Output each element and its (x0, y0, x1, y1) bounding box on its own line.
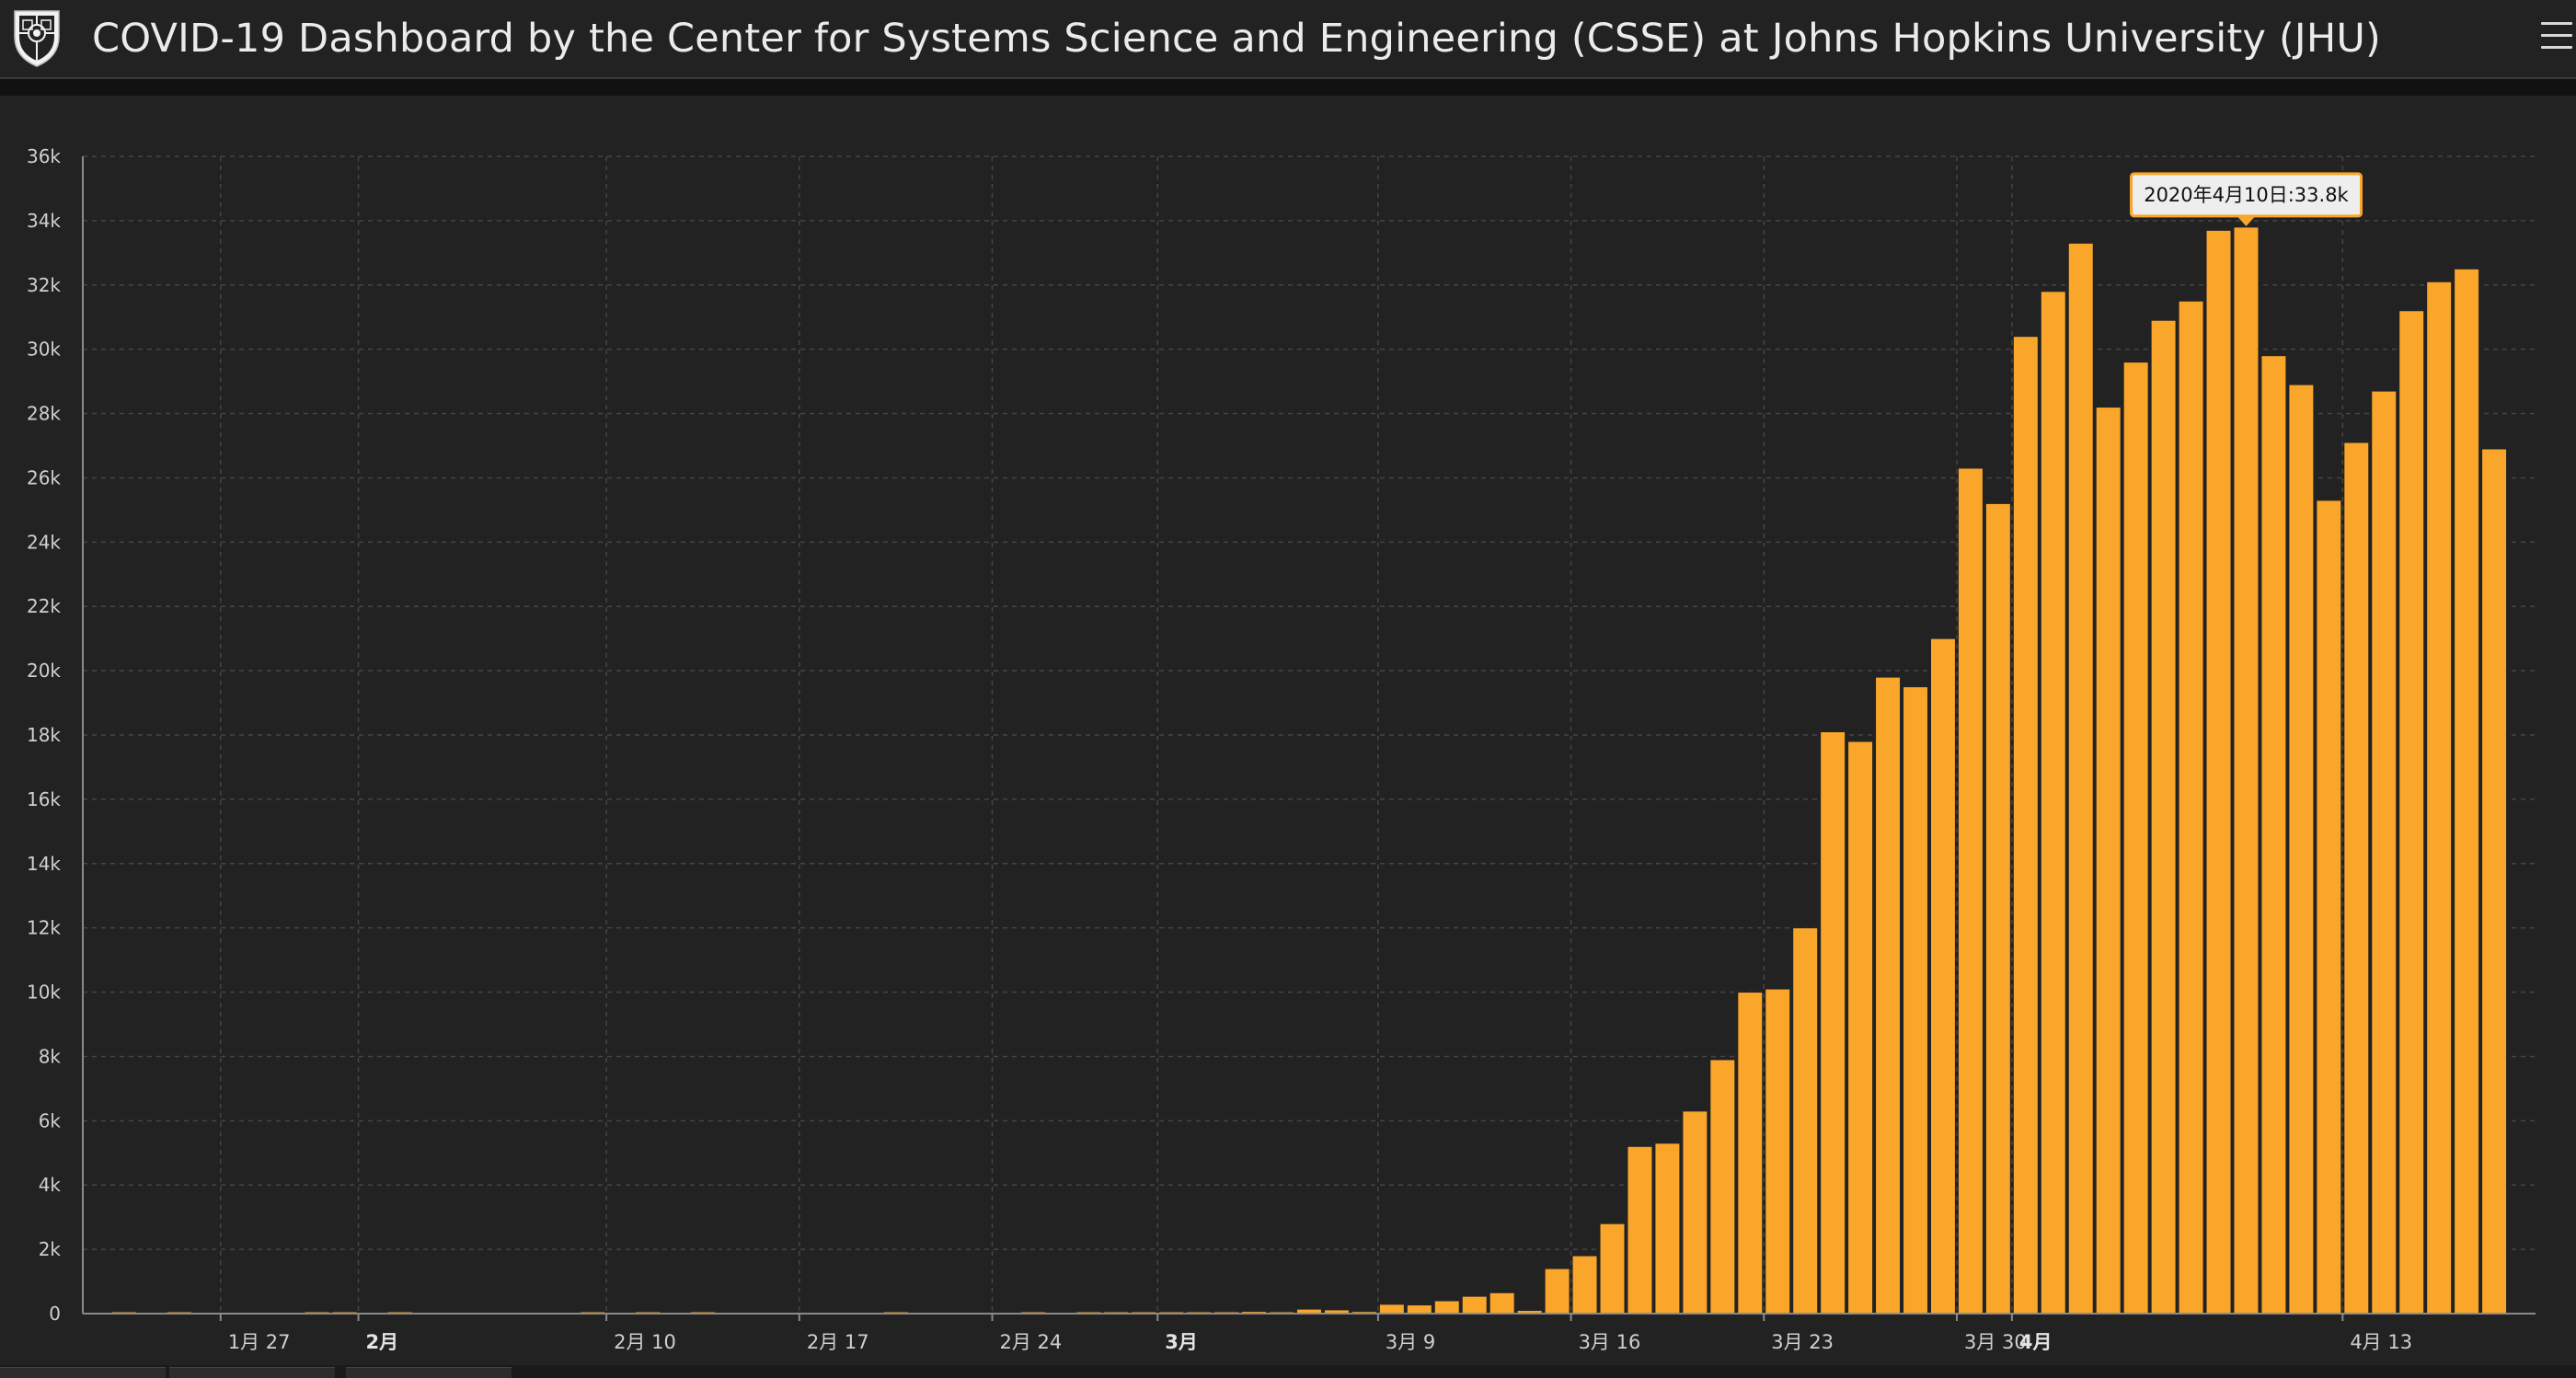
bar[interactable] (2398, 310, 2425, 1315)
y-tick-label: 6k (39, 1109, 62, 1131)
university-shield-logo (14, 10, 60, 67)
bar[interactable] (1847, 741, 1874, 1315)
x-tick-label: 3月 23 (1771, 1331, 1834, 1353)
bar[interactable] (1875, 676, 1902, 1315)
bar[interactable] (1903, 686, 1928, 1315)
y-tick-label: 30k (27, 339, 61, 361)
x-tick-label: 3月 9 (1386, 1331, 1435, 1353)
y-tick-label: 22k (27, 595, 61, 617)
bar[interactable] (2122, 362, 2149, 1315)
y-tick-label: 18k (27, 724, 61, 746)
tooltip-text: 2020年4月10日:33.8k (2144, 184, 2349, 206)
x-tick-label: 3月 (1165, 1331, 1198, 1353)
y-tick-label: 4k (39, 1174, 62, 1196)
bar[interactable] (2316, 500, 2342, 1315)
y-tick-label: 14k (27, 853, 61, 875)
header-bar: COVID-19 Dashboard by the Center for Sys… (0, 0, 2576, 79)
bar-tooltip: 2020年4月10日:33.8k (2129, 172, 2363, 226)
y-tick-label: 34k (27, 210, 61, 232)
bar[interactable] (1984, 502, 2011, 1315)
bar[interactable] (1957, 467, 1984, 1315)
bottom-tab-strip (0, 1365, 2576, 1378)
hamburger-menu-icon[interactable] (2539, 17, 2576, 57)
y-tick-label: 0 (49, 1303, 61, 1325)
bar[interactable] (1820, 731, 1846, 1315)
tooltip-pointer (2237, 215, 2256, 226)
bar[interactable] (2426, 281, 2453, 1315)
x-tick-label: 2月 10 (614, 1331, 676, 1353)
y-tick-label: 16k (27, 788, 61, 810)
bar[interactable] (2371, 390, 2398, 1315)
bar[interactable] (1709, 1059, 1736, 1315)
bars (84, 226, 2508, 1315)
x-tick-label: 2月 24 (1000, 1331, 1063, 1353)
daily-cases-bar-chart[interactable]: 0 2k 4k 6k 8k 10k 12k 14k 16k 18k 20k 22k 24k 26k 28k 3… (0, 96, 2576, 1378)
y-tick-label: 2k (39, 1238, 62, 1260)
bar[interactable] (1489, 1292, 1515, 1315)
x-tick-labels: 1月 27 2月 2月 10 2月 17 2月 24 3月 3月 9 3月 16 3月 23 3月… (228, 1331, 2412, 1353)
bar[interactable] (2095, 407, 2122, 1315)
y-tick-label: 36k (27, 145, 61, 167)
x-tick-label: 4月 (2019, 1331, 2053, 1353)
daily-cases-chart-panel: 0 2k 4k 6k 8k 10k 12k 14k 16k 18k 20k 22k 24k 26k 28k 3… (0, 96, 2576, 1378)
x-tick-label: 3月 30 (1964, 1331, 2027, 1353)
y-tick-label: 10k (27, 982, 61, 1004)
bar[interactable] (1792, 927, 1819, 1315)
dashboard-title: COVID-19 Dashboard by the Center for Sys… (92, 16, 2382, 62)
y-tick-label: 12k (27, 917, 61, 939)
bar[interactable] (1433, 1300, 1460, 1315)
bottom-tab[interactable] (0, 1367, 166, 1378)
bar[interactable] (2481, 448, 2508, 1315)
x-tick-label: 4月 13 (2350, 1331, 2412, 1353)
bar[interactable] (1544, 1268, 1570, 1315)
bar[interactable] (2233, 226, 2260, 1315)
bar[interactable] (1378, 1303, 1405, 1315)
bar[interactable] (1737, 992, 1764, 1315)
bar[interactable] (2454, 268, 2480, 1315)
y-tick-label: 32k (27, 274, 61, 296)
y-tick-labels: 0 2k 4k 6k 8k 10k 12k 14k 16k 18k 20k 22k 24k 26k 28k 3… (27, 145, 61, 1325)
y-tick-label: 26k (27, 466, 61, 488)
bar[interactable] (2012, 336, 2039, 1315)
y-tick-label: 24k (27, 531, 61, 553)
bar[interactable] (2260, 355, 2287, 1315)
y-tick-label: 8k (39, 1045, 62, 1067)
x-tick-label: 2月 (366, 1331, 399, 1353)
bar[interactable] (2343, 442, 2370, 1315)
y-tick-label: 28k (27, 403, 61, 425)
bar[interactable] (1406, 1304, 1432, 1315)
bar[interactable] (1461, 1295, 1488, 1315)
axes (82, 156, 2536, 1321)
x-tick-label: 1月 27 (228, 1331, 291, 1353)
bar[interactable] (1765, 988, 1791, 1315)
bar[interactable] (2288, 384, 2315, 1315)
bar[interactable] (1571, 1255, 1598, 1315)
bar[interactable] (1599, 1223, 1626, 1315)
bar[interactable] (1654, 1143, 1681, 1315)
y-tick-label: 20k (27, 660, 61, 682)
bar[interactable] (2205, 229, 2232, 1315)
bar[interactable] (1627, 1145, 1653, 1315)
bar[interactable] (1929, 637, 1956, 1315)
bar[interactable] (2040, 291, 2066, 1315)
x-tick-label: 2月 17 (807, 1331, 869, 1353)
bar[interactable] (1682, 1110, 1708, 1315)
bottom-tab[interactable] (346, 1367, 512, 1378)
bar[interactable] (2178, 300, 2204, 1315)
bar[interactable] (2067, 242, 2094, 1315)
bar[interactable] (2150, 319, 2177, 1315)
x-tick-label: 3月 16 (1579, 1331, 1641, 1353)
bottom-tab[interactable] (169, 1367, 335, 1378)
